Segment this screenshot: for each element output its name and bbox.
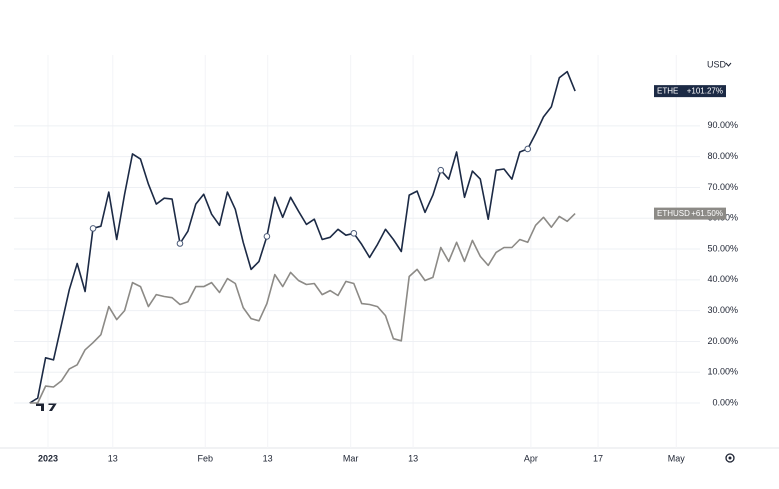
event-marker[interactable] [176, 240, 184, 247]
y-tick-label: 0.00% [712, 397, 738, 407]
x-tick-label: May [668, 453, 686, 463]
series-line [29, 213, 576, 404]
x-tick-label: Mar [343, 453, 359, 463]
logo [36, 403, 57, 411]
last-value-badge: ETHE +101.27% [654, 85, 726, 98]
x-tick-label: 17 [593, 453, 603, 463]
x-tick-label: 13 [263, 453, 273, 463]
y-tick-label: 80.00% [707, 151, 738, 161]
series-line [29, 70, 576, 404]
legend-label: ETHE [657, 87, 678, 96]
event-marker[interactable] [89, 225, 97, 232]
y-tick-label: 10.00% [707, 367, 738, 377]
y-tick-label: 50.00% [707, 243, 738, 253]
x-tick-label: Feb [198, 453, 214, 463]
x-tick-label: Apr [524, 453, 538, 463]
y-tick-label: 30.00% [707, 305, 738, 315]
event-marker[interactable] [263, 233, 271, 240]
last-value-badge: ETHUSD +61.50% [654, 207, 726, 220]
settings-icon[interactable] [725, 453, 735, 463]
x-tick-label: 13 [408, 453, 418, 463]
event-marker[interactable] [524, 145, 532, 153]
badge-value: +61.50% [691, 209, 723, 218]
x-tick-label: 13 [108, 453, 118, 463]
badge-value: +101.27% [687, 87, 723, 96]
badge-box [654, 85, 726, 98]
event-marker[interactable] [437, 166, 445, 174]
badge-box [654, 207, 726, 220]
y-tick-label: 20.00% [707, 336, 738, 346]
axis-unit: USD [707, 59, 727, 69]
y-tick-label: 70.00% [707, 182, 738, 192]
y-tick-label: 90.00% [707, 120, 738, 130]
x-tick-label: 2023 [38, 453, 58, 463]
legend-label: ETHUSD [657, 209, 690, 218]
event-marker[interactable] [350, 230, 358, 237]
y-tick-label: 40.00% [707, 274, 738, 284]
unit-caret[interactable] [725, 62, 732, 67]
